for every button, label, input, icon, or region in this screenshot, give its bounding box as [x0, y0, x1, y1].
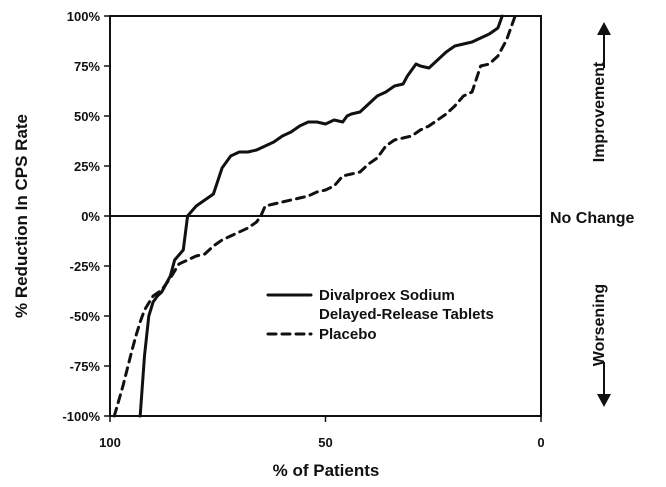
y-axis-label: % Reduction In CPS Rate: [12, 114, 31, 318]
improvement-label: Improvement: [591, 61, 608, 162]
legend-group: Divalproex Sodium Delayed-Release Tablets…: [266, 287, 494, 343]
axis-ticks-group: 100% 75% 50% 25% 0% -25% -50% -75% -100% 100 50 0: [62, 9, 544, 450]
x-axis-label: % of Patients: [273, 461, 380, 480]
y-tick-label: 100%: [67, 9, 101, 24]
worsening-label: Worsening: [591, 284, 608, 366]
improvement-annotation-group: Improvement: [591, 22, 611, 162]
no-change-annotation: No Change: [550, 210, 635, 227]
legend-divalproex-label-line-2: Delayed-Release Tablets: [319, 306, 494, 323]
improvement-arrow-icon: [597, 22, 611, 35]
x-tick-label: 100: [99, 435, 121, 450]
y-tick-label: -25%: [70, 259, 101, 274]
x-tick-label: 0: [537, 435, 544, 450]
x-tick-label: 50: [318, 435, 332, 450]
divalproex-series-line: [138, 14, 504, 418]
legend-divalproex-label-line-1: Divalproex Sodium: [319, 287, 455, 304]
y-tick-label: -75%: [70, 359, 101, 374]
y-tick-label: 75%: [74, 59, 100, 74]
legend-placebo-label: Placebo: [319, 326, 377, 343]
placebo-series-line: [112, 14, 517, 418]
y-tick-label: -100%: [62, 409, 100, 424]
series-group: [112, 14, 517, 418]
worsening-annotation-group: Worsening: [591, 284, 611, 407]
worsening-arrow-icon: [597, 394, 611, 407]
y-tick-label: 25%: [74, 159, 100, 174]
y-tick-label: 0%: [81, 209, 100, 224]
y-tick-label: -50%: [70, 309, 101, 324]
y-tick-label: 50%: [74, 109, 100, 124]
